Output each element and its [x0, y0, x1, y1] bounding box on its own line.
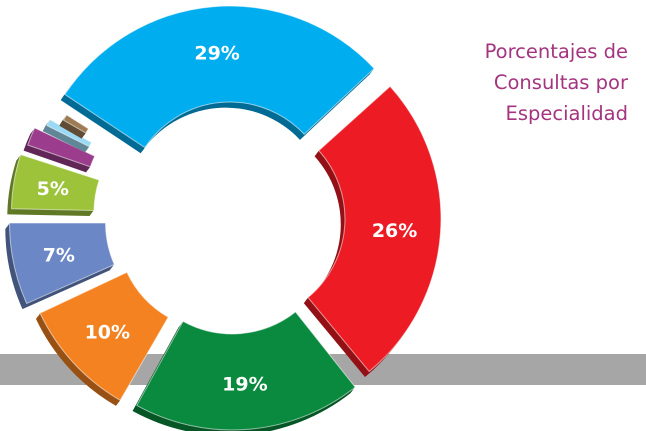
slice-4: [35, 271, 169, 406]
slice-5: [5, 222, 116, 310]
slice-4-label: 10%: [85, 322, 130, 344]
slice-4-face: [39, 271, 169, 401]
slice-1-label: 29%: [194, 43, 239, 65]
donut-hole: [136, 123, 332, 319]
slice-6-face: [10, 153, 100, 211]
slice-3-label: 19%: [222, 373, 267, 395]
slice-2-face: [307, 85, 442, 373]
slice-2: [303, 85, 442, 378]
slice-1-face: [64, 5, 375, 149]
title-line-1: Porcentajes de: [484, 40, 628, 63]
slice-6: [7, 153, 100, 217]
slice-1: [60, 5, 375, 154]
slice-7-face: [27, 127, 96, 168]
title-line-2: Consultas por: [493, 71, 628, 94]
slice-9: [59, 114, 90, 139]
slice-5-label: 7%: [43, 245, 75, 267]
slice-6-label: 5%: [37, 178, 69, 200]
slice-8-face: [46, 118, 93, 148]
slice-9-face: [62, 114, 90, 134]
slice-5-face: [9, 222, 116, 305]
slice-7: [23, 127, 96, 173]
slice-3-face: [136, 311, 356, 431]
slice-2-label: 26%: [372, 220, 417, 242]
slice-8: [42, 118, 93, 153]
slice-3: [132, 311, 356, 431]
chart-title: Porcentajes de Consultas por Especialida…: [408, 36, 628, 129]
title-line-3: Especialidad: [505, 102, 628, 125]
